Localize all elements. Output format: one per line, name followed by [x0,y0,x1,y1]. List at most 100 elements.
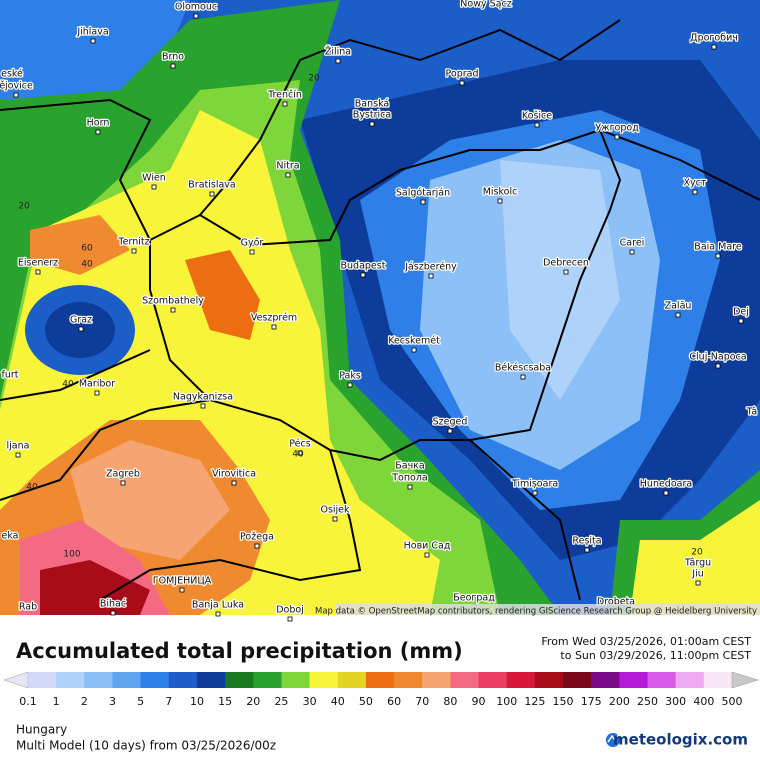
place-dot [35,269,41,275]
place-dot [497,198,503,204]
place-dot [170,307,176,313]
place-dot [193,13,199,19]
legend-tick-label: 70 [415,695,429,708]
legend-tick-label: 20 [246,695,260,708]
place-label: Nitra [276,161,299,172]
place-label: Hunedoara [640,479,692,490]
contour-label: 40 [292,450,304,460]
attribution: Map data © OpenStreetMap contributors, r… [315,607,757,617]
place-dot [282,101,288,107]
legend-tick-label: 60 [387,695,401,708]
place-label: eské [1,69,23,80]
place-label: Carei [620,238,645,249]
place-label: Salgótarján [396,188,450,199]
legend-swatch [506,672,536,688]
legend-tick-label: 80 [443,695,457,708]
legend-tick-label: 7 [165,695,172,708]
country-border [199,19,621,216]
legend-swatch [112,672,142,688]
place-dot [424,552,430,558]
place-label: Békéscsaba [495,363,551,374]
legend-swatch [703,672,733,688]
legend-swatch [450,672,480,688]
legend: 0.1 1 2 3 5 7 10 15 20 25 30 40 50 60 70 80 90 100 125 150 1… [3,671,759,708]
place-label: Eisenerz [18,258,58,269]
precip-area [630,500,760,615]
place-label: Топола [391,473,428,484]
place-dot [78,326,84,332]
place-dot [120,480,126,486]
place-label: Olomouc [175,2,217,13]
place-label: furt [2,370,19,381]
legend-tick-label: 0.1 [19,695,37,708]
legend-tick-label: 250 [637,695,658,708]
place-dot [335,58,341,64]
legend-swatch [253,672,282,688]
attribution-bg [336,604,760,615]
contour-label: 40 [62,380,74,390]
place-label: Szeged [433,417,468,428]
contour-label: 20 [308,74,320,84]
place-dot [287,616,293,622]
legend-swatch [534,672,564,688]
legend-swatch [168,672,198,688]
place-label: Târgu [684,558,711,569]
place-label: Jihlava [76,27,108,38]
place-dot [131,248,137,254]
place-dot [711,44,717,50]
place-label: Veszprém [251,313,297,324]
place-label: Nagykanizsa [173,392,233,403]
legend-tick-label: 150 [553,695,574,708]
place-label: Baia Mare [694,242,742,253]
place-label: Graz [70,315,92,326]
place-dot [675,312,681,318]
place-dot [209,191,215,197]
legend-tick-label: 10 [190,695,204,708]
period-to: to Sun 03/29/2026, 11:00pm CEST [560,649,751,662]
period-from: From Wed 03/25/2026, 01:00am CEST [541,635,751,648]
place-label: ějovice [0,81,33,92]
legend-tick-label: 400 [693,695,714,708]
place-label: Maribor [79,379,115,390]
place-dot [90,38,96,44]
map: Olomouc Jihlava Brno Nowy Sącz Žilina Poprad Д… [0,0,760,622]
place-dot [95,129,101,135]
model-info: Multi Model (10 days) from 03/25/2026/00… [16,739,276,753]
place-dot [15,452,21,458]
country-border [0,349,151,401]
place-dot [695,580,701,586]
place-dot [200,403,206,409]
place-dot [215,611,221,617]
legend-swatch [309,672,339,688]
legend-swatch [619,672,649,688]
place-dot [663,490,669,496]
place-label: eka [1,531,18,542]
precip-area [500,160,620,400]
country-border [0,98,152,241]
logo: meteologix.com [606,731,748,749]
legend-tick-label: 125 [524,695,545,708]
place-dot [249,249,255,255]
precip-area [70,440,230,560]
place-dot [532,490,538,496]
place-dot [563,269,569,275]
place-label: Wien [142,173,166,184]
place-dot [411,347,417,353]
title: Accumulated total precipitation (mm) [16,639,463,663]
place-label: Doboj [276,605,304,616]
place-dot [151,184,157,190]
contour-label: 100 [63,550,80,560]
legend-arrow [731,671,759,689]
precip-area [40,560,150,615]
legend-tick-label: 500 [722,695,743,708]
legend-tick-label: 40 [331,695,345,708]
place-label: Jiu [691,569,703,580]
place-dot [179,587,185,593]
legend-tick-label: 25 [274,695,288,708]
map-labels: Olomouc Jihlava Brno Nowy Sącz Žilina Poprad Д… [0,0,759,622]
place-dot [271,324,277,330]
place-label: Rab [19,602,37,613]
contour-label: 40 [26,483,38,493]
place-label: Timișoara [511,479,558,490]
legend-swatch [365,672,395,688]
